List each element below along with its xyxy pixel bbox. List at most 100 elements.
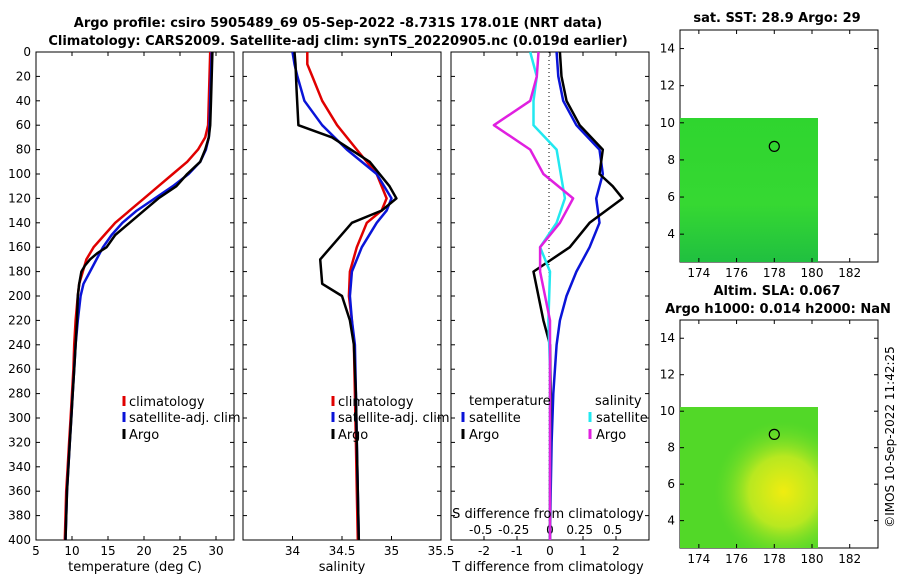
legend-label-argo: Argo: [129, 428, 159, 443]
temperature-legend: climatology satellite-adj. clim Argo: [122, 395, 241, 443]
s-tick-label: 0.25: [566, 523, 593, 537]
map-y-tick-label: 6: [667, 190, 675, 204]
depth-ticks: 0 20 40 60 80 100 120 140 160 180 200 220 240 260 280 3…: [8, 45, 234, 547]
temperature-panel: 0 20 40 60 80 100 120 140 160 180 200 220 240 260 280 3…: [8, 45, 241, 575]
map-y-tick-label: 4: [667, 227, 675, 241]
difference-panel: -2 -1 0 1 2 -0.5 -0.25 0 0.25 0.5 S difference f…: [450, 51, 650, 575]
profile-line-s-argo: [492, 51, 575, 540]
map-y-tick-label: 14: [660, 42, 675, 56]
legend-label-t-argo: Argo: [469, 428, 499, 443]
t-difference-xlabel: T difference from climatology: [451, 560, 644, 575]
map-x-tick-label: 178: [763, 552, 786, 566]
salinity-legend: climatology satellite-adj. clim Argo: [331, 395, 450, 443]
argo-position-marker: [768, 140, 780, 152]
depth-tick-label: 320: [8, 435, 31, 449]
s-tick-label: -0.5: [469, 523, 492, 537]
x-tick-label: 20: [136, 544, 151, 558]
x-tick-label: 10: [64, 544, 79, 558]
map-x-tick-label: 182: [838, 552, 861, 566]
legend-label-t-satellite: satellite: [469, 411, 521, 426]
profile-line-argo: [293, 51, 398, 541]
map-y-tick-label: 12: [660, 79, 675, 93]
legend-label-climatology: climatology: [338, 395, 414, 410]
depth-tick-label: 0: [23, 45, 31, 59]
depth-tick-label: 180: [8, 265, 31, 279]
x-tick-label: 34.5: [329, 544, 356, 558]
sla-map-panel: Altim. SLA: 0.067 Argo h1000: 0.014 h200…: [660, 284, 891, 566]
depth-tick-label: 60: [16, 118, 31, 132]
difference-depth-tick-marks: [451, 51, 649, 541]
depth-tick-label: 280: [8, 387, 31, 401]
sla-map-ticks: 174 176 178 180 182 4 6 8 10 12 14: [660, 320, 878, 566]
x-tick-label: -1: [511, 544, 523, 558]
map-x-tick-label: 176: [725, 266, 748, 280]
temperature-axes-frame: [35, 51, 235, 541]
argo-position-marker: [768, 428, 780, 440]
figure-title-line1: Argo profile: csiro 5905489_69 05-Sep-20…: [74, 16, 602, 31]
map-x-tick-label: 180: [801, 266, 824, 280]
sst-heatmap-field: [680, 118, 818, 262]
s-difference-label: S difference from climatology: [452, 507, 644, 522]
x-tick-label: 25: [172, 544, 187, 558]
x-tick-label: 35.5: [428, 544, 455, 558]
map-y-tick-label: 6: [667, 477, 675, 491]
map-x-tick-label: 182: [838, 266, 861, 280]
x-tick-label: 15: [100, 544, 115, 558]
depth-tick-label: 40: [16, 94, 31, 108]
salinity-panel: 34 34.5 35 35.5 salinity climatology satell…: [242, 51, 455, 575]
x-tick-label: 2: [612, 544, 620, 558]
profile-line-argo: [64, 51, 214, 541]
difference-legend: temperature satellite Argo salinity sate…: [461, 394, 648, 443]
map-y-tick-label: 12: [660, 368, 675, 382]
depth-tick-label: 120: [8, 191, 31, 205]
salinity-profile-lines: [291, 51, 398, 541]
s-difference-ticks: -0.5 -0.25 0 0.25 0.5: [469, 523, 622, 537]
legend-title-salinity: salinity: [595, 394, 642, 409]
x-tick-label: -2: [478, 544, 490, 558]
sst-map-title: sat. SST: 28.9 Argo: 29: [693, 11, 860, 26]
depth-tick-label: 140: [8, 216, 31, 230]
map-y-tick-label: 8: [667, 153, 675, 167]
map-y-tick-label: 14: [660, 331, 675, 345]
depth-tick-label: 340: [8, 460, 31, 474]
figure-title-line2: Climatology: CARS2009. Satellite-adj cli…: [48, 34, 627, 49]
depth-tick-label: 80: [16, 143, 31, 157]
map-x-tick-label: 180: [801, 552, 824, 566]
map-x-tick-label: 174: [687, 266, 710, 280]
map-y-tick-label: 8: [667, 441, 675, 455]
legend-label-climatology: climatology: [129, 395, 205, 410]
temperature-x-ticks: 5 10 15 20 25 30: [32, 52, 224, 558]
sla-map-title: Altim. SLA: 0.067: [714, 284, 841, 299]
salinity-depth-tick-marks: [243, 51, 441, 541]
x-tick-label: 1: [579, 544, 587, 558]
x-tick-label: 34: [285, 544, 300, 558]
map-y-tick-label: 10: [660, 116, 675, 130]
legend-title-temperature: temperature: [469, 394, 551, 409]
depth-tick-label: 20: [16, 69, 31, 83]
imos-timestamp-watermark: ©IMOS 10-Sep-2022 11:42:25: [883, 346, 897, 528]
depth-tick-label: 220: [8, 313, 31, 327]
legend-label-s-argo: Argo: [596, 428, 626, 443]
depth-tick-label: 400: [8, 533, 31, 547]
legend-label-s-satellite: satellite: [596, 411, 648, 426]
legend-label-satellite: satellite-adj. clim: [129, 411, 241, 426]
depth-tick-label: 200: [8, 289, 31, 303]
legend-label-argo: Argo: [338, 428, 368, 443]
depth-tick-label: 100: [8, 167, 31, 181]
difference-x-ticks: -2 -1 0 1 2: [478, 52, 620, 558]
temperature-profile-lines: [63, 51, 214, 541]
map-y-tick-label: 10: [660, 404, 675, 418]
x-tick-label: 5: [32, 544, 40, 558]
sst-map-ticks: 174 176 178 180 182 4 6 8 10 12 14: [660, 30, 878, 280]
legend-label-satellite: satellite-adj. clim: [338, 411, 450, 426]
x-tick-label: 35: [384, 544, 399, 558]
depth-tick-label: 360: [8, 484, 31, 498]
map-x-tick-label: 176: [725, 552, 748, 566]
depth-tick-label: 260: [8, 362, 31, 376]
depth-tick-label: 380: [8, 509, 31, 523]
s-tick-label: -0.25: [498, 523, 529, 537]
profile-line-t-satellite: [548, 51, 605, 541]
map-y-tick-label: 4: [667, 514, 675, 528]
temperature-xlabel: temperature (deg C): [68, 560, 202, 575]
